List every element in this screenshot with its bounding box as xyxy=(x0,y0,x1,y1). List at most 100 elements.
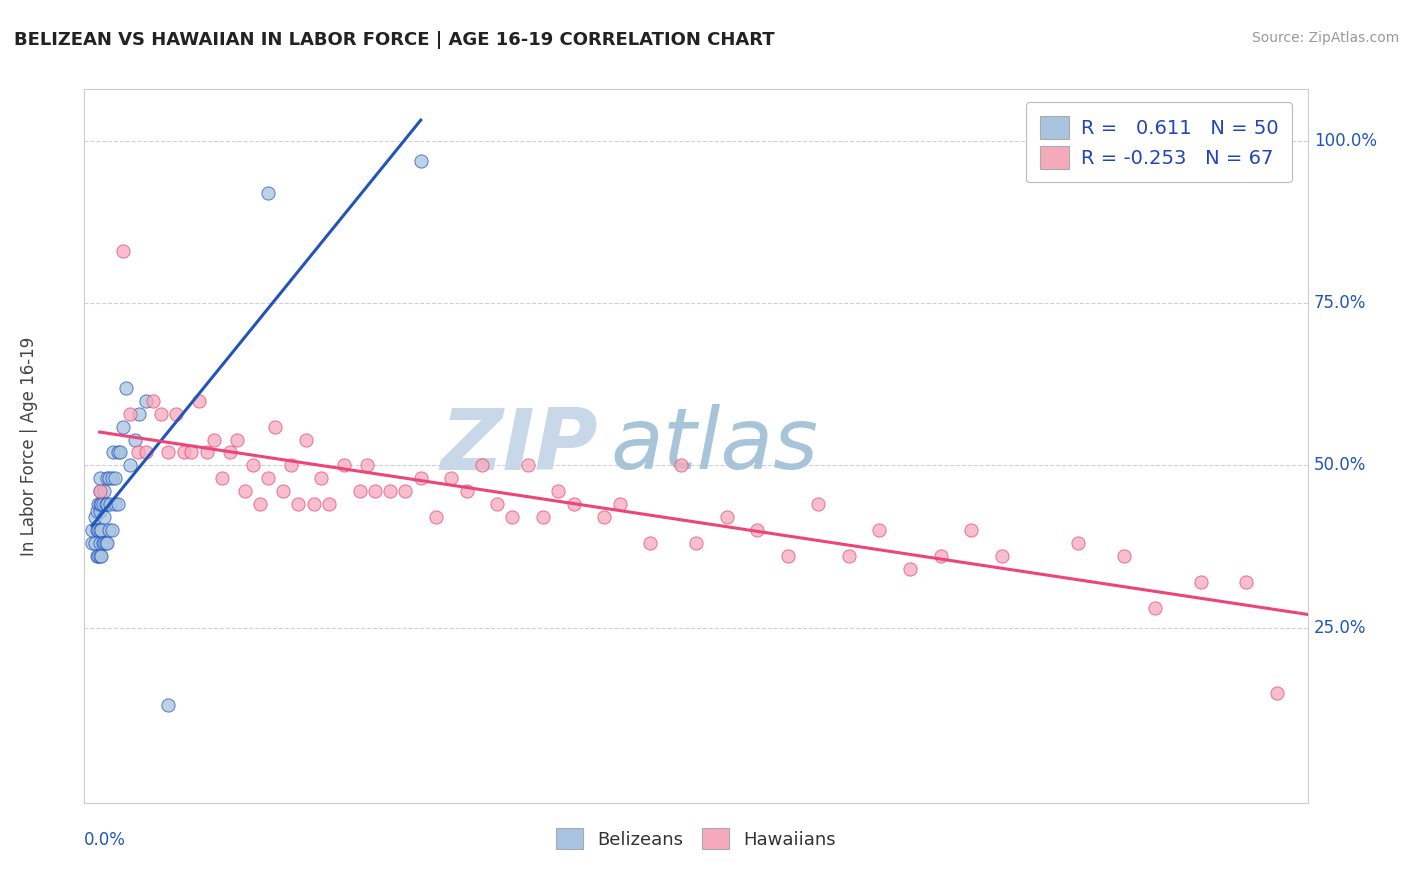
Point xyxy=(101,524,124,538)
Point xyxy=(211,471,233,485)
Point xyxy=(295,433,318,447)
Point xyxy=(280,458,302,473)
Point xyxy=(287,497,309,511)
Point xyxy=(93,510,115,524)
Point xyxy=(101,471,124,485)
Point xyxy=(120,458,142,473)
Point xyxy=(96,497,118,511)
Point xyxy=(165,407,187,421)
Point xyxy=(929,549,952,564)
Point xyxy=(609,497,631,511)
Point xyxy=(87,549,110,564)
Point xyxy=(195,445,218,459)
Point xyxy=(87,497,110,511)
Text: Source: ZipAtlas.com: Source: ZipAtlas.com xyxy=(1251,31,1399,45)
Point xyxy=(135,393,157,408)
Point xyxy=(1067,536,1090,550)
Point xyxy=(90,497,112,511)
Point xyxy=(716,510,738,524)
Point xyxy=(311,471,333,485)
Point xyxy=(114,381,136,395)
Point xyxy=(1265,685,1288,699)
Text: BELIZEAN VS HAWAIIAN IN LABOR FORCE | AGE 16-19 CORRELATION CHART: BELIZEAN VS HAWAIIAN IN LABOR FORCE | AG… xyxy=(14,31,775,49)
Point xyxy=(120,407,142,421)
Point xyxy=(94,497,117,511)
Point xyxy=(257,471,280,485)
Point xyxy=(107,497,129,511)
Point xyxy=(502,510,524,524)
Text: 50.0%: 50.0% xyxy=(1313,457,1367,475)
Point xyxy=(128,407,150,421)
Point xyxy=(364,484,387,499)
Point xyxy=(103,445,125,459)
Point xyxy=(135,445,157,459)
Point xyxy=(233,484,256,499)
Text: 100.0%: 100.0% xyxy=(1313,132,1376,150)
Point xyxy=(409,471,432,485)
Point xyxy=(89,484,111,499)
Point xyxy=(807,497,830,511)
Point xyxy=(380,484,402,499)
Point xyxy=(127,445,149,459)
Point xyxy=(562,497,585,511)
Point xyxy=(318,497,340,511)
Point xyxy=(142,393,165,408)
Point xyxy=(638,536,661,550)
Point xyxy=(869,524,891,538)
Point xyxy=(80,524,103,538)
Point xyxy=(107,445,129,459)
Point xyxy=(86,549,108,564)
Point xyxy=(991,549,1014,564)
Point xyxy=(202,433,225,447)
Point xyxy=(356,458,378,473)
Point xyxy=(89,536,111,550)
Point xyxy=(349,484,371,499)
Point xyxy=(87,524,110,538)
Point xyxy=(90,524,112,538)
Text: 0.0%: 0.0% xyxy=(84,831,127,849)
Point xyxy=(747,524,769,538)
Point xyxy=(97,471,120,485)
Point xyxy=(776,549,799,564)
Point xyxy=(685,536,707,550)
Point xyxy=(425,510,447,524)
Point xyxy=(89,549,111,564)
Point xyxy=(249,497,271,511)
Point xyxy=(89,497,111,511)
Point xyxy=(96,536,118,550)
Point xyxy=(93,536,115,550)
Point xyxy=(94,536,117,550)
Text: 75.0%: 75.0% xyxy=(1313,294,1367,312)
Point xyxy=(173,445,195,459)
Point xyxy=(111,419,134,434)
Point xyxy=(108,445,131,459)
Point xyxy=(242,458,264,473)
Point xyxy=(531,510,554,524)
Point xyxy=(180,445,202,459)
Point xyxy=(188,393,211,408)
Point xyxy=(97,524,120,538)
Point xyxy=(486,497,509,511)
Point xyxy=(124,433,146,447)
Point xyxy=(394,484,416,499)
Point xyxy=(409,153,432,168)
Point xyxy=(98,497,121,511)
Point xyxy=(91,497,114,511)
Point xyxy=(471,458,494,473)
Point xyxy=(89,524,111,538)
Point xyxy=(226,433,249,447)
Point xyxy=(149,407,172,421)
Point xyxy=(838,549,860,564)
Point xyxy=(547,484,569,499)
Point xyxy=(302,497,325,511)
Point xyxy=(104,471,127,485)
Legend: Belizeans, Hawaiians: Belizeans, Hawaiians xyxy=(547,819,845,858)
Point xyxy=(86,504,108,518)
Point xyxy=(440,471,463,485)
Point xyxy=(84,536,107,550)
Point xyxy=(90,549,112,564)
Point xyxy=(89,504,111,518)
Point xyxy=(218,445,240,459)
Point xyxy=(93,484,115,499)
Point xyxy=(84,510,107,524)
